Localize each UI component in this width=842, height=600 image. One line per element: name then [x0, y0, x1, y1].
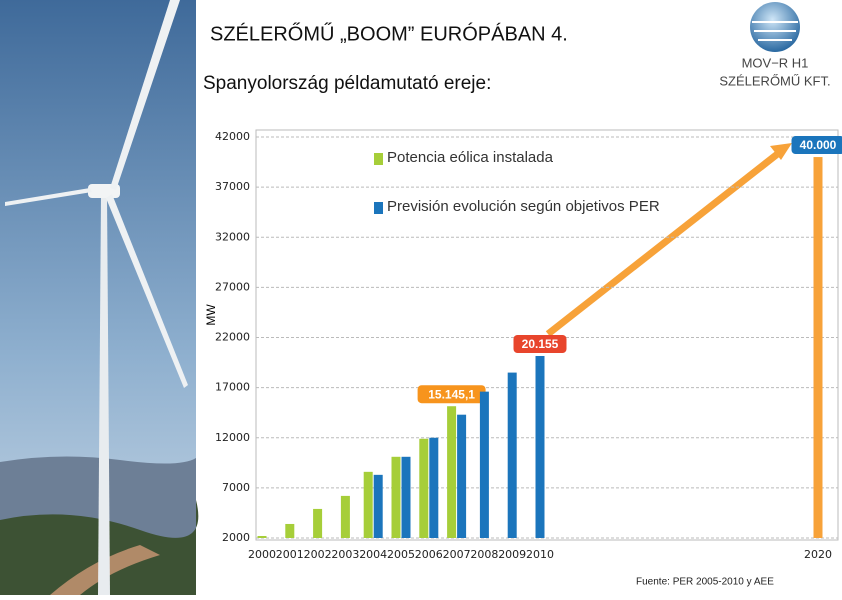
bar [392, 457, 401, 538]
logo-name: MOV−R H1 [742, 55, 809, 70]
bar [447, 406, 456, 538]
legend-swatch [374, 153, 383, 165]
x-tick-label: 2010 [526, 548, 554, 561]
logo-company: SZÉLERŐMŰ KFT. [719, 73, 830, 88]
bar [364, 472, 373, 538]
y-tick-label: 27000 [215, 280, 250, 293]
bar [457, 415, 466, 538]
legend-label: Previsión evolución según objetivos PER [387, 198, 660, 215]
x-tick-label: 2009 [498, 548, 526, 561]
legend-swatch [374, 202, 383, 214]
y-axis-label: MW [204, 304, 218, 326]
x-tick-label: 2005 [387, 548, 415, 561]
y-tick-label: 22000 [215, 331, 250, 344]
x-tick-label: 2007 [443, 548, 471, 561]
bar [341, 496, 350, 538]
bar [480, 392, 489, 538]
slide-title: SZÉLERŐMŰ „BOOM” EURÓPÁBAN 4. [210, 22, 568, 45]
turbine-photo [0, 0, 198, 595]
bar [419, 439, 428, 538]
bar [402, 457, 411, 538]
x-tick-label: 2020 [804, 548, 832, 561]
legend-label: Potencia eólica instalada [387, 149, 554, 166]
y-tick-label: 17000 [215, 381, 250, 394]
y-tick-label: 42000 [215, 130, 250, 143]
x-tick-label: 2003 [331, 548, 359, 561]
bar [508, 373, 517, 538]
bar [429, 438, 438, 538]
y-tick-label: 12000 [215, 431, 250, 444]
bar [374, 475, 383, 538]
x-tick-label: 2008 [470, 548, 498, 561]
x-tick-label: 2001 [276, 548, 304, 561]
bar [536, 356, 545, 538]
data-label: 40.000 [800, 138, 837, 152]
x-tick-label: 2006 [415, 548, 443, 561]
bar [814, 157, 823, 538]
x-tick-label: 2000 [248, 548, 276, 561]
source-note: Fuente: PER 2005-2010 y AEE [636, 577, 774, 588]
data-label: 20.155 [522, 337, 559, 351]
y-tick-label: 32000 [215, 230, 250, 243]
y-tick-label: 37000 [215, 180, 250, 193]
x-tick-label: 2004 [359, 548, 387, 561]
y-tick-label: 2000 [222, 531, 250, 544]
x-tick-label: 2002 [304, 548, 332, 561]
slide-subtitle: Spanyolország példamutató ereje: [203, 73, 491, 94]
bar [258, 536, 267, 538]
bar [313, 509, 322, 538]
logo: MOV−R H1 SZÉLERŐMŰ KFT. [719, 2, 830, 88]
bar [285, 524, 294, 538]
trend-arrow [548, 143, 792, 334]
data-label: 15.145,1 [428, 387, 475, 401]
y-tick-label: 7000 [222, 481, 250, 494]
